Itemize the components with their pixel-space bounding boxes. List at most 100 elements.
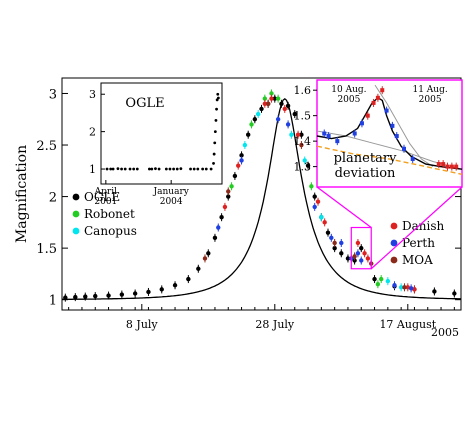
data-point xyxy=(196,167,200,171)
data-point xyxy=(196,266,201,271)
y-tick-label: 3 xyxy=(49,87,57,102)
x-tick-label: 17 August xyxy=(379,318,436,331)
reference-curve-steep xyxy=(374,84,434,168)
data-point xyxy=(172,167,176,171)
data-point xyxy=(295,132,301,137)
inset-zoom-points xyxy=(322,86,459,171)
data-point xyxy=(398,285,404,290)
data-point xyxy=(402,146,406,151)
y-axis-label: Magnification xyxy=(14,145,30,243)
data-point xyxy=(332,240,337,246)
data-point xyxy=(255,111,261,117)
data-point xyxy=(405,285,410,290)
data-point xyxy=(359,245,364,251)
data-point xyxy=(339,240,344,246)
data-point xyxy=(352,254,357,259)
data-point xyxy=(384,108,389,113)
planetary-model-curve xyxy=(316,96,463,170)
inset-y-tick-label: 1.6 xyxy=(294,84,312,97)
data-point xyxy=(325,230,331,235)
data-point xyxy=(329,235,334,241)
zoom-box xyxy=(350,226,372,270)
data-point xyxy=(355,251,361,256)
data-point xyxy=(213,141,217,145)
data-point xyxy=(402,285,407,290)
data-point xyxy=(302,158,307,163)
data-point xyxy=(222,204,228,210)
inset-x-tick-label: April 2001 xyxy=(94,187,118,207)
data-point xyxy=(249,122,254,127)
data-point xyxy=(365,256,371,261)
data-point xyxy=(206,251,211,256)
inset-y-tick-label: 1.5 xyxy=(294,110,312,123)
data-point xyxy=(322,220,327,225)
data-point xyxy=(73,294,78,300)
data-point xyxy=(449,164,454,169)
data-point xyxy=(372,276,377,282)
data-point xyxy=(132,167,136,171)
data-point xyxy=(252,117,258,122)
legend-marker xyxy=(390,239,398,247)
legend-marker xyxy=(390,256,398,264)
data-point xyxy=(262,96,268,101)
data-point xyxy=(123,167,127,171)
data-point xyxy=(352,258,357,263)
data-point xyxy=(164,167,168,171)
inset-ogle-frame xyxy=(100,82,223,185)
data-point xyxy=(335,139,340,144)
y-tick-label: 2.5 xyxy=(36,139,57,154)
data-point xyxy=(309,184,314,189)
inset-y-tick-label: 1.3 xyxy=(294,161,312,174)
data-point xyxy=(359,258,364,263)
data-point xyxy=(216,96,220,100)
data-point xyxy=(412,287,417,292)
data-point xyxy=(239,153,244,158)
data-point xyxy=(285,122,291,127)
data-point xyxy=(154,167,157,171)
series-danish xyxy=(222,94,417,294)
data-point xyxy=(239,158,244,163)
data-point xyxy=(282,106,287,112)
legend-marker xyxy=(72,227,80,235)
legend-label: Perth xyxy=(402,236,435,250)
data-point xyxy=(246,132,251,137)
data-point xyxy=(202,256,208,261)
data-point xyxy=(345,256,351,261)
data-point xyxy=(299,142,304,148)
x-tick-label: 28 July xyxy=(255,318,295,331)
data-point xyxy=(339,251,344,256)
data-point xyxy=(212,152,216,156)
series-canopus xyxy=(242,110,404,292)
data-point xyxy=(111,167,115,171)
data-point xyxy=(305,163,311,168)
y-tick-label: 1.5 xyxy=(36,242,57,257)
x-tick-label: 8 July xyxy=(126,318,159,331)
inset-y-tick-label: 1.4 xyxy=(294,135,312,148)
data-point xyxy=(120,167,123,171)
legend-label: Danish xyxy=(402,219,445,233)
data-point xyxy=(216,225,221,230)
data-point xyxy=(365,113,370,118)
legend-marker xyxy=(72,210,80,218)
data-point xyxy=(214,119,218,122)
data-point xyxy=(371,100,376,105)
data-point xyxy=(441,162,446,167)
data-point xyxy=(275,117,281,122)
data-point xyxy=(212,162,215,165)
data-point xyxy=(172,283,178,288)
legend-marker xyxy=(72,193,80,201)
data-point xyxy=(213,130,217,134)
data-point xyxy=(201,167,205,171)
data-point xyxy=(326,134,331,139)
data-point xyxy=(232,173,238,179)
data-point xyxy=(192,167,196,171)
data-point xyxy=(216,92,220,96)
data-point xyxy=(226,194,231,199)
inset-y-tick-label: 3 xyxy=(89,88,96,101)
data-point xyxy=(392,283,397,288)
inset-date-label: 10 Aug. xyxy=(331,85,366,95)
data-point xyxy=(315,199,321,204)
data-point xyxy=(132,291,138,296)
year-label: 2005 xyxy=(431,326,459,339)
